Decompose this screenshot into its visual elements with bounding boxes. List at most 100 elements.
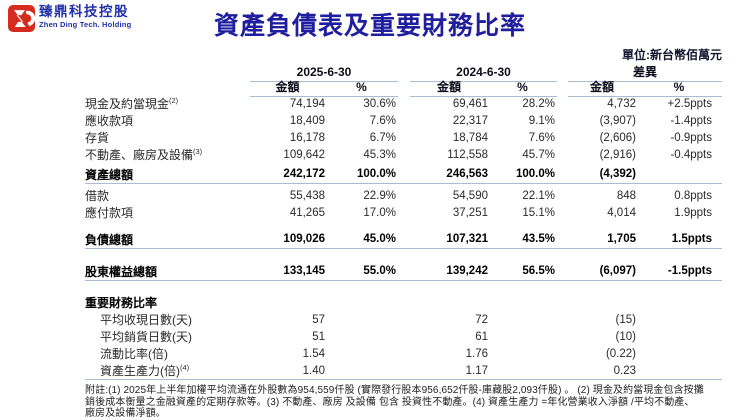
cell-value: 1.5ppts — [671, 233, 712, 245]
spacer-cell — [557, 187, 568, 204]
cell-value: 22,317 — [452, 114, 488, 127]
table-subheader-row: 金額 % 金額 % 金額 % — [85, 80, 722, 97]
spacer-cell — [557, 345, 568, 362]
row-label: 流動比率(倍) — [100, 347, 168, 361]
table-row: 借款 55,438 22.9% 54,590 22.1% 848 0.8ppts — [85, 187, 722, 204]
cell-value: -0.9ppts — [670, 131, 712, 144]
cell-value: 41,265 — [289, 206, 325, 219]
spacer-cell — [557, 262, 568, 280]
subheader-amount-2024: 金額 — [410, 80, 488, 97]
table-row: 平均收現日數(天) 57 72 (15) — [85, 311, 722, 328]
spacer-cell — [557, 328, 568, 345]
cell-value: 1.17 — [465, 364, 488, 377]
spacer-cell — [557, 311, 568, 328]
cell-value: 69,461 — [452, 97, 488, 110]
column-group-diff: 差異 — [568, 64, 722, 82]
cell-value: (6,097) — [599, 265, 636, 277]
spacer-cell — [398, 64, 410, 81]
cell-value: 30.6% — [363, 97, 396, 110]
row-label: 資產生產力(倍)(4) — [100, 363, 190, 378]
cell-value: 57 — [312, 313, 325, 326]
spacer-cell — [557, 165, 568, 183]
spacer-cell — [557, 95, 568, 112]
spacer-cell — [398, 230, 410, 248]
cell-value: 242,172 — [283, 168, 325, 180]
cell-value: 61 — [475, 330, 488, 343]
row-label: 負債總額 — [85, 232, 134, 247]
cell-value: (3,907) — [599, 114, 636, 127]
table-group-header-row: 2025-6-30 2024-6-30 差異 — [85, 64, 722, 82]
cell-value: 51 — [312, 330, 325, 343]
cell-value: 15.1% — [522, 206, 555, 219]
spacer-cell — [398, 345, 410, 362]
row-label: 應付款項 — [85, 206, 134, 220]
spacer-cell — [557, 362, 568, 379]
spacer-cell — [398, 129, 410, 146]
cell-value: 7.6% — [369, 114, 396, 127]
cell-value: 74,194 — [289, 97, 325, 110]
cell-value: 16,178 — [289, 131, 325, 144]
spacer-cell — [398, 293, 410, 311]
subheader-amount-2025: 金額 — [250, 80, 325, 97]
spacer-cell — [557, 112, 568, 129]
cell-value: (15) — [615, 313, 636, 326]
spacer-cell — [398, 165, 410, 183]
spacer-cell — [398, 328, 410, 345]
subheader-amount-diff: 金額 — [568, 80, 636, 97]
table-row: 流動比率(倍) 1.54 1.76 (0.22) — [85, 345, 722, 362]
currency-unit-note: 單位:新台幣佰萬元 — [622, 48, 722, 62]
cell-value: 37,251 — [452, 206, 488, 219]
cell-value: 1.54 — [302, 347, 325, 360]
column-group-2024: 2024-6-30 — [410, 64, 557, 82]
cell-value: -0.4ppts — [670, 148, 712, 161]
spacer-cell — [557, 146, 568, 163]
cell-value: 100.0% — [356, 168, 396, 180]
footnote-line: 銷後成本衡量之金融資產的定期存款等。(3) 不動產、廠房 及設備 包含 投資性不… — [85, 396, 695, 408]
cell-value: 1,705 — [607, 233, 636, 245]
table-body: 現金及約當現金(2) 74,194 30.6% 69,461 28.2% 4,732 +2.… — [85, 95, 722, 380]
table-row: 應收款項 18,409 7.6% 22,317 9.1% (3,907) -1.4ppts — [85, 112, 722, 129]
spacer-cell — [85, 80, 250, 96]
cell-value: 7.6% — [528, 131, 555, 144]
cell-value: 246,563 — [446, 168, 488, 180]
cell-value: -1.5ppts — [667, 265, 712, 277]
table-row: 股東權益總額 133,145 55.0% 139,242 56.5% (6,097) -1.… — [85, 262, 722, 281]
spacer-cell — [398, 262, 410, 280]
cell-value: 100.0% — [515, 168, 555, 180]
cell-value: 107,321 — [446, 233, 488, 245]
page-title: 資產負債表及重要財務比率 — [213, 12, 526, 40]
cell-value: 18,784 — [452, 131, 488, 144]
spacer-cell — [398, 112, 410, 129]
cell-value: 55.0% — [363, 265, 396, 277]
cell-value: 4,732 — [607, 97, 636, 110]
cell-value: (2,916) — [599, 148, 636, 161]
cell-value: (2,606) — [599, 131, 636, 144]
cell-value: 0.23 — [613, 364, 636, 377]
cell-value: 139,242 — [446, 265, 488, 277]
cell-value: -1.4ppts — [670, 114, 712, 127]
row-label: 平均收現日數(天) — [100, 313, 192, 327]
cell-value: 0.8ppts — [674, 189, 712, 202]
cell-value: (10) — [615, 330, 636, 343]
cell-value: +2.5ppts — [667, 97, 712, 110]
subheader-percent-2025: % — [325, 80, 398, 97]
balance-sheet-table: 2025-6-30 2024-6-30 差異 金額 % 金額 % 金額 % 現金… — [85, 64, 722, 420]
cell-value: 45.7% — [522, 148, 555, 161]
cell-value: 1.40 — [302, 364, 325, 377]
cell-value: 9.1% — [528, 114, 555, 127]
cell-value: 18,409 — [289, 114, 325, 127]
spacer-cell — [557, 204, 568, 221]
company-logo-text: 臻鼎科技控股 Zhen Ding Tech. Holding — [39, 5, 131, 28]
spacer-cell — [398, 187, 410, 204]
table-row: 現金及約當現金(2) 74,194 30.6% 69,461 28.2% 4,732 +2.… — [85, 95, 722, 112]
row-label: 平均銷貨日數(天) — [100, 330, 192, 344]
spacer-cell — [398, 311, 410, 328]
subheader-percent-2024: % — [488, 80, 557, 97]
cell-value: 1.9ppts — [674, 206, 712, 219]
cell-value: 17.0% — [363, 206, 396, 219]
spacer-cell — [85, 64, 250, 81]
subheader-percent-diff: % — [636, 80, 722, 97]
table-row: 重要財務比率 — [85, 293, 722, 311]
company-logo: 臻鼎科技控股 Zhen Ding Tech. Holding — [8, 5, 131, 32]
